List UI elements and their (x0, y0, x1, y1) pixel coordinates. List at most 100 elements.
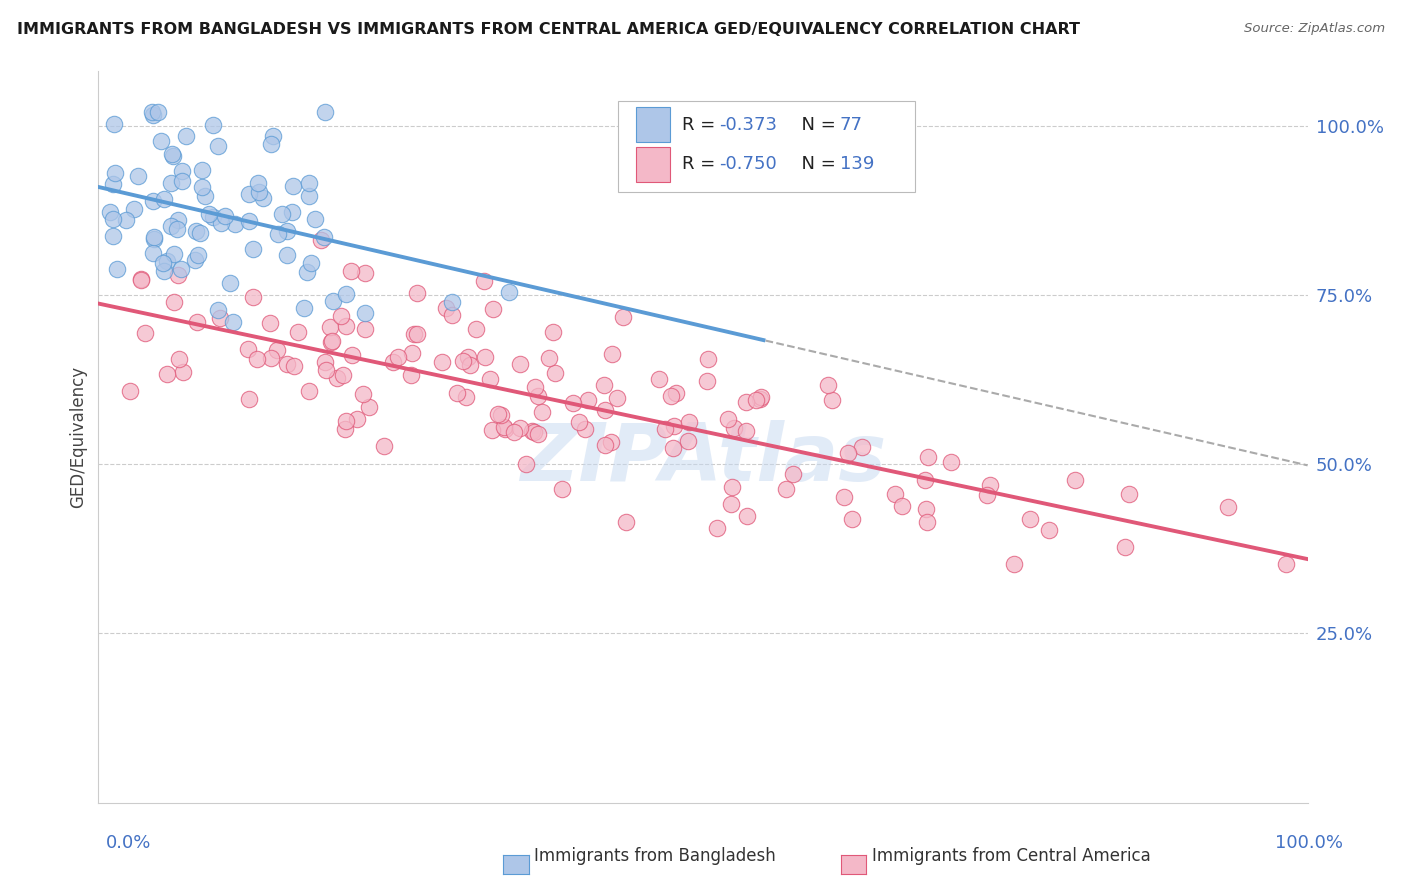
Point (152, 256, 174, 270)
Point (325, 371, 347, 385)
Point (103, 117, 125, 131)
Point (837, 445, 859, 459)
Point (917, 450, 939, 464)
FancyBboxPatch shape (619, 101, 915, 192)
Text: N =: N = (790, 155, 842, 173)
Point (538, 351, 561, 365)
Point (486, 407, 509, 421)
Point (735, 394, 758, 409)
Point (172, 164, 194, 178)
Point (1114, 540, 1136, 554)
Point (723, 421, 745, 435)
Point (122, 202, 145, 216)
Point (527, 426, 550, 441)
Point (373, 439, 395, 453)
Point (259, 316, 281, 330)
Point (172, 174, 194, 188)
Point (314, 105, 336, 120)
Point (430, 354, 453, 368)
Point (530, 405, 553, 419)
Point (401, 345, 423, 359)
Point (322, 294, 344, 309)
Point (295, 265, 318, 279)
Point (354, 266, 377, 280)
Point (914, 473, 936, 487)
Point (749, 392, 772, 406)
Point (201, 210, 224, 224)
Point (357, 401, 380, 415)
Y-axis label: GED/Equivalency: GED/Equivalency (69, 366, 87, 508)
Text: Immigrants from Central America: Immigrants from Central America (872, 847, 1150, 865)
Point (186, 315, 208, 329)
Point (129, 273, 152, 287)
Point (98, 205, 121, 219)
Text: 139: 139 (839, 155, 875, 173)
Point (600, 435, 623, 450)
Point (612, 310, 634, 325)
Point (446, 385, 468, 400)
Point (184, 224, 207, 238)
Text: 77: 77 (839, 116, 863, 134)
Point (526, 389, 548, 403)
Point (481, 423, 503, 437)
Point (662, 441, 685, 455)
Point (142, 194, 165, 208)
Point (568, 415, 591, 429)
Point (406, 327, 429, 342)
Point (492, 420, 515, 434)
Point (523, 380, 546, 394)
Point (160, 147, 183, 161)
Point (914, 501, 936, 516)
Point (202, 118, 225, 132)
Point (298, 189, 321, 203)
Point (1019, 511, 1042, 525)
Point (576, 392, 599, 407)
Point (939, 455, 962, 469)
Point (332, 368, 354, 383)
Text: R =: R = (682, 155, 721, 173)
Point (304, 211, 326, 226)
Point (298, 384, 321, 398)
Point (1274, 557, 1296, 571)
Point (120, 384, 142, 398)
Point (146, 105, 169, 120)
Point (242, 242, 264, 256)
Point (751, 390, 773, 404)
Point (167, 352, 190, 367)
Point (696, 352, 718, 367)
Point (142, 108, 165, 122)
Point (259, 351, 281, 365)
Point (593, 402, 616, 417)
Text: IMMIGRANTS FROM BANGLADESH VS IMMIGRANTS FROM CENTRAL AMERICA GED/EQUIVALENCY CO: IMMIGRANTS FROM BANGLADESH VS IMMIGRANTS… (17, 22, 1080, 37)
Point (127, 169, 149, 183)
Point (193, 189, 215, 203)
Point (155, 367, 177, 381)
Point (340, 264, 363, 278)
Point (115, 212, 138, 227)
Point (160, 176, 183, 190)
Point (238, 392, 260, 406)
Point (678, 415, 700, 429)
Point (167, 268, 190, 283)
Point (696, 374, 718, 388)
Point (614, 515, 637, 529)
Point (276, 223, 298, 237)
Point (659, 389, 682, 403)
Point (163, 246, 186, 260)
Text: Immigrants from Bangladesh: Immigrants from Bangladesh (534, 847, 776, 865)
Point (172, 365, 194, 379)
Point (1063, 473, 1085, 487)
Point (141, 105, 163, 120)
Point (478, 371, 501, 385)
Point (735, 425, 758, 439)
Point (129, 272, 152, 286)
Text: R =: R = (682, 116, 721, 134)
Point (550, 483, 572, 497)
Point (150, 134, 173, 148)
Point (104, 166, 127, 180)
Point (1004, 558, 1026, 572)
Point (482, 302, 505, 317)
Point (335, 319, 357, 334)
Point (340, 348, 363, 362)
Point (1216, 500, 1239, 514)
